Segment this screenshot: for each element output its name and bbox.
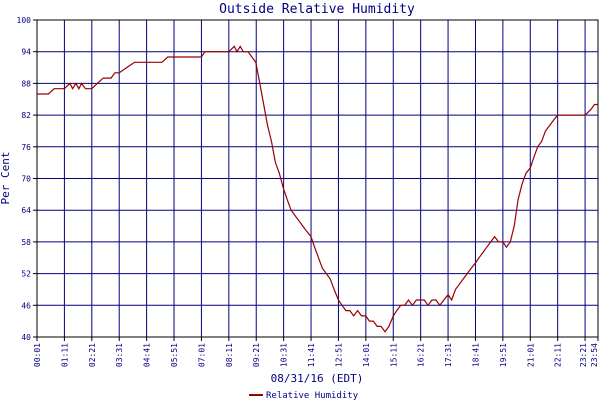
- y-tick-label: 70: [21, 175, 31, 184]
- x-tick-label: 22:11: [554, 343, 563, 367]
- y-tick-label: 88: [21, 79, 31, 88]
- x-tick-label: 10:31: [280, 343, 289, 367]
- x-tick-label: 11:41: [307, 343, 316, 367]
- chart-title: Outside Relative Humidity: [219, 2, 415, 17]
- x-tick-label: 16:21: [417, 343, 426, 367]
- x-tick-label: 23:21: [579, 343, 588, 367]
- x-tick-label: 07:01: [197, 343, 206, 367]
- x-tick-label: 23:54: [590, 343, 599, 367]
- x-tick-label: 08:11: [225, 343, 234, 367]
- legend-label-relative-humidity: Relative Humidity: [266, 391, 359, 400]
- x-tick-label: 21:01: [526, 343, 535, 367]
- y-tick-label: 58: [21, 238, 31, 247]
- x-tick-label: 03:31: [115, 343, 124, 367]
- y-tick-labels: 40 46 52 58 64 70 76 82 88 94 100: [17, 16, 37, 342]
- x-tick-label: 00:01: [33, 343, 42, 367]
- x-tick-label: 14:01: [362, 343, 371, 367]
- y-axis-label: Per Cent: [0, 152, 12, 205]
- x-tick-label: 04:41: [143, 343, 152, 367]
- x-tick-label: 05:51: [170, 343, 179, 367]
- y-tick-label: 94: [21, 48, 31, 57]
- y-tick-label: 40: [21, 333, 31, 342]
- series-relative-humidity-line: [37, 45, 598, 333]
- y-tick-label: 64: [21, 206, 31, 215]
- x-axis-label: 08/31/16 (EDT): [271, 372, 364, 385]
- x-tick-label: 01:11: [60, 343, 69, 367]
- x-tick-label: 02:21: [88, 343, 97, 367]
- legend: Relative Humidity: [249, 391, 359, 400]
- x-tick-label: 15:11: [389, 343, 398, 367]
- x-tick-label: 18:41: [471, 343, 480, 367]
- y-tick-label: 76: [21, 143, 31, 152]
- y-tick-label: 100: [17, 16, 32, 25]
- plot-frame: [36, 19, 599, 338]
- x-tick-label: 09:21: [252, 343, 261, 367]
- y-tick-label: 46: [21, 301, 31, 310]
- x-tick-label: 19:51: [499, 343, 508, 367]
- x-tick-label: 12:51: [334, 343, 343, 367]
- y-tick-label: 82: [21, 111, 31, 120]
- y-tick-label: 52: [21, 270, 31, 279]
- x-tick-label: 17:31: [444, 343, 453, 367]
- x-tick-labels: 00:01 01:11 02:21 03:31 04:41 05:51 07:01 08:11…: [33, 337, 599, 367]
